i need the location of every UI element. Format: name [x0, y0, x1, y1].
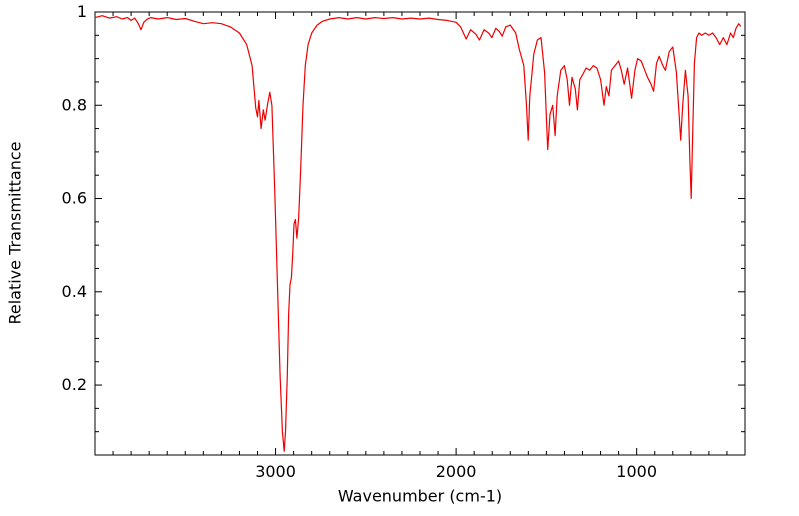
y-tick-label: 0.8 — [62, 95, 87, 114]
y-axis-label: Relative Transmittance — [5, 141, 25, 325]
y-tick-label: 1 — [77, 2, 87, 21]
y-tick-label: 0.4 — [62, 282, 87, 301]
x-tick-label: 2000 — [436, 462, 477, 481]
x-axis-label: Wavenumber (cm-1) — [337, 486, 503, 506]
y-tick-label: 0.6 — [62, 189, 87, 208]
x-tick-label: 3000 — [255, 462, 296, 481]
y-tick-label: 0.2 — [62, 375, 87, 394]
spectrum-line — [94, 15, 742, 452]
x-tick-label: 1000 — [616, 462, 657, 481]
